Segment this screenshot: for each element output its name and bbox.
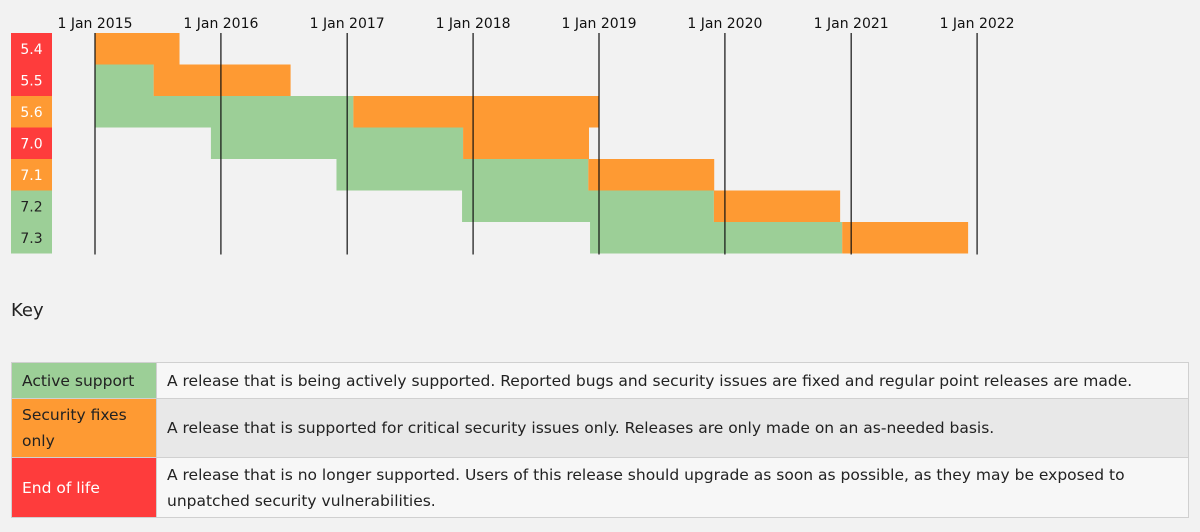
security-bar-5.4	[94, 33, 180, 65]
key-heading: Key	[11, 300, 44, 321]
version-label-7.0: 7.0	[20, 136, 42, 152]
security-bar-7.1	[588, 159, 715, 191]
version-label-bg-5.4	[11, 33, 52, 65]
x-tick-label-5: 1 Jan 2020	[687, 16, 762, 32]
version-label-5.4: 5.4	[20, 42, 42, 58]
version-label-5.6: 5.6	[20, 105, 42, 121]
key-label-security: Security fixes only	[11, 398, 157, 458]
security-bar-7.2	[713, 190, 841, 222]
x-tick-label-2: 1 Jan 2017	[310, 16, 385, 32]
version-label-bg-7.0	[11, 127, 52, 159]
security-bar-5.6	[353, 96, 599, 128]
version-label-bg-5.5	[11, 64, 52, 96]
key-label-eol: End of life	[11, 457, 157, 518]
version-label-7.1: 7.1	[20, 168, 42, 184]
security-bar-5.5	[153, 64, 291, 96]
x-tick-label-6: 1 Jan 2021	[814, 16, 889, 32]
active-bar-7.0	[210, 127, 464, 159]
x-tick-label-0: 1 Jan 2015	[57, 16, 132, 32]
x-tick-label-3: 1 Jan 2018	[436, 16, 511, 32]
key-table: Active support A release that is being a…	[11, 362, 1189, 518]
key-desc-eol: A release that is no longer supported. U…	[156, 457, 1189, 518]
active-bar-5.5	[94, 64, 154, 96]
version-label-5.5: 5.5	[20, 73, 42, 89]
key-desc-active: A release that is being actively support…	[156, 362, 1189, 399]
version-label-7.2: 7.2	[20, 199, 42, 215]
version-label-bg-5.6	[11, 96, 52, 128]
version-label-bg-7.1	[11, 159, 52, 191]
active-bar-7.2	[462, 190, 714, 222]
x-tick-label-1: 1 Jan 2016	[183, 16, 258, 32]
x-tick-label-7: 1 Jan 2022	[940, 16, 1015, 32]
security-bar-7.0	[463, 127, 589, 159]
key-row-security: Security fixes only A release that is su…	[11, 398, 1189, 458]
active-bar-7.1	[336, 159, 589, 191]
security-bar-7.3	[842, 222, 969, 254]
key-row-eol: End of life A release that is no longer …	[11, 457, 1189, 518]
version-label-bg-7.2	[11, 190, 52, 222]
key-desc-security: A release that is supported for critical…	[156, 398, 1189, 458]
key-label-active: Active support	[11, 362, 157, 399]
active-bar-7.3	[590, 222, 843, 254]
active-bar-5.6	[94, 96, 354, 128]
x-tick-label-4: 1 Jan 2019	[561, 16, 636, 32]
key-row-active: Active support A release that is being a…	[11, 362, 1189, 399]
release-timeline-chart: 5.4 5.5 5.6 7.0 7.1 7.2 7.3 1 Jan 2015 1 Jan 201…	[11, 16, 1015, 255]
version-label-bg-7.3	[11, 222, 52, 254]
version-label-7.3: 7.3	[20, 231, 42, 247]
